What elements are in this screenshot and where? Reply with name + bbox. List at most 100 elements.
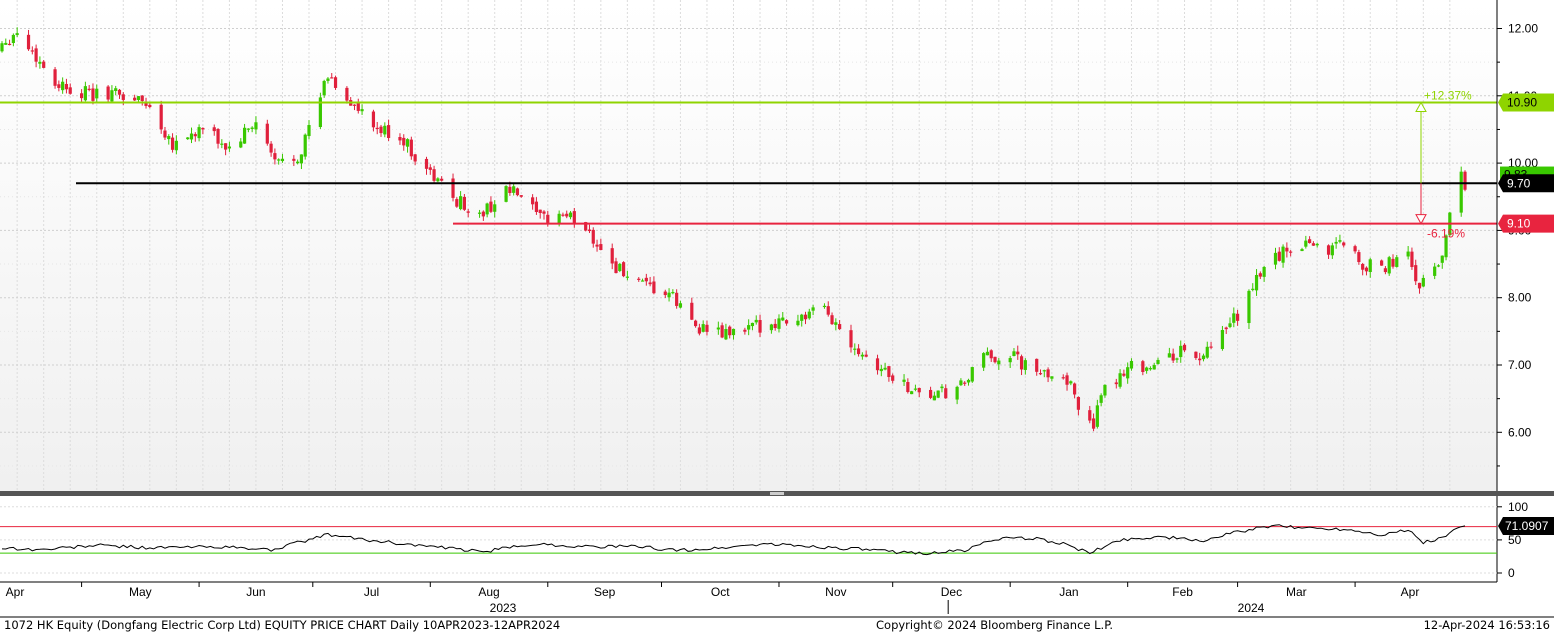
candle-body [110, 90, 114, 102]
candle-body [170, 137, 175, 150]
candle-body [1334, 241, 1338, 244]
candle-body [599, 244, 603, 251]
candle-body [1145, 367, 1149, 371]
candle-body [269, 143, 273, 153]
candle-body [985, 351, 990, 356]
candle-body [432, 169, 436, 181]
candle-body [1247, 290, 1251, 324]
candle-body [1338, 240, 1342, 242]
candle-body [1433, 266, 1437, 276]
candle-body [1175, 358, 1179, 360]
candle-body [330, 77, 334, 79]
candle-body [705, 324, 709, 332]
candle-body [1417, 282, 1422, 289]
candle-body [459, 196, 463, 210]
candle-body [982, 353, 986, 368]
candle-body [163, 130, 167, 138]
chart-description: 1072 HK Equity (Dongfang Electric Corp L… [4, 618, 561, 632]
candle-body [42, 61, 46, 68]
candle-body [864, 354, 868, 357]
candle-body [963, 382, 967, 384]
candle-body [561, 214, 565, 216]
candle-body [220, 143, 224, 145]
candle-body [856, 348, 861, 355]
candle-body [413, 154, 417, 162]
level-tag-9.10 [1498, 214, 1554, 233]
candle-body [1198, 358, 1202, 361]
rsi-tick-label: 50 [1508, 533, 1522, 547]
candle-body [68, 87, 72, 94]
candle-body [144, 101, 148, 106]
month-label-may: May [129, 585, 152, 599]
month-label-jan: Jan [1059, 585, 1078, 599]
price-tick-label: 8.00 [1508, 291, 1532, 305]
candle-body [519, 195, 523, 197]
candle-body [1391, 258, 1395, 267]
candle-body [1035, 358, 1039, 372]
candle-body [322, 80, 326, 96]
candle-body [800, 314, 804, 321]
candle-body [675, 292, 679, 306]
candle-body [114, 88, 118, 92]
candle-body [428, 167, 432, 170]
candle-body [1156, 359, 1160, 364]
candle-body [1228, 323, 1232, 327]
candle-body [1118, 373, 1122, 387]
candle-body [849, 330, 853, 348]
candle-body [216, 128, 220, 144]
candle-body [352, 104, 357, 106]
candle-body [1114, 382, 1118, 385]
candle-body [997, 360, 1001, 365]
candle-body [940, 386, 944, 389]
candle-body [1463, 171, 1467, 190]
candle-body [724, 329, 728, 340]
month-label-mar: Mar [1286, 585, 1307, 599]
candle-body [640, 280, 645, 282]
candle-body [451, 178, 455, 198]
candle-body [826, 306, 830, 315]
candlestick-series [0, 27, 1467, 432]
rsi-line [1, 524, 1466, 556]
candle-body [57, 84, 61, 88]
price-tick-label: 12.00 [1508, 22, 1538, 36]
candle-body [79, 93, 84, 99]
candle-body [1380, 260, 1384, 266]
candle-body [1220, 330, 1225, 349]
candle-body [1179, 345, 1183, 358]
candle-body [693, 320, 698, 327]
candle-body [690, 302, 694, 320]
candle-body [1073, 383, 1077, 395]
candle-body [834, 322, 838, 325]
rsi-tick-label: 100 [1508, 500, 1528, 514]
candle-body [534, 201, 539, 213]
price-panel-background [0, 0, 1497, 492]
month-label-aug: Aug [478, 585, 499, 599]
year-label-2024: 2024 [1238, 601, 1265, 615]
candle-body [1330, 245, 1334, 256]
candle-body [307, 125, 311, 137]
candle-body [701, 324, 705, 332]
candle-body [242, 127, 247, 144]
candle-body [1285, 247, 1289, 252]
candle-body [944, 388, 948, 399]
candle-body [91, 88, 95, 101]
candle-body [26, 34, 31, 50]
candle-body [462, 196, 466, 210]
candle-body [1065, 375, 1069, 385]
candle-body [838, 324, 842, 330]
candle-body [1069, 381, 1073, 384]
candle-body [1171, 353, 1175, 361]
candle-body [167, 136, 171, 140]
candle-body [383, 125, 387, 135]
candle-body [1126, 367, 1130, 379]
candle-body [1304, 240, 1308, 247]
candle-body [326, 78, 330, 81]
candle-body [546, 214, 550, 223]
candle-body [1436, 265, 1441, 267]
candle-body [637, 278, 641, 280]
candle-body [663, 291, 667, 296]
candle-body [1061, 377, 1065, 379]
candle-body [466, 211, 470, 213]
level-tag-label: 10.90 [1507, 96, 1537, 110]
candle-body [781, 317, 785, 321]
